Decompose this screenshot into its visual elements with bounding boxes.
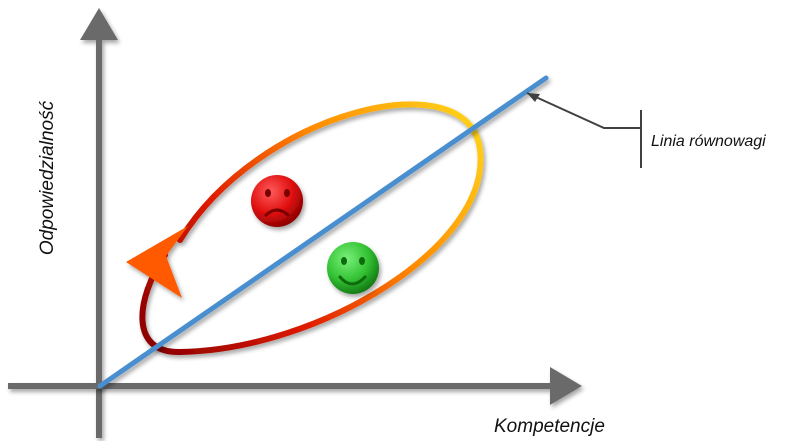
- y-axis-arrowhead: [80, 8, 118, 40]
- x-axis-label: Kompetencje: [494, 416, 605, 437]
- cycle-arrowhead: [126, 226, 188, 298]
- happy-face-icon: [327, 242, 379, 294]
- balance-line-callout: [526, 92, 642, 168]
- x-axis-arrowhead: [550, 367, 582, 405]
- sad-face-icon: [251, 175, 303, 227]
- balance-line-label: Linia równowagi: [651, 133, 766, 150]
- y-axis-label: Odpowiedzialność: [37, 100, 58, 256]
- cycle-loop: [126, 101, 484, 356]
- balance-line: [97, 75, 549, 389]
- x-axis: [8, 367, 582, 405]
- y-axis: [80, 8, 118, 438]
